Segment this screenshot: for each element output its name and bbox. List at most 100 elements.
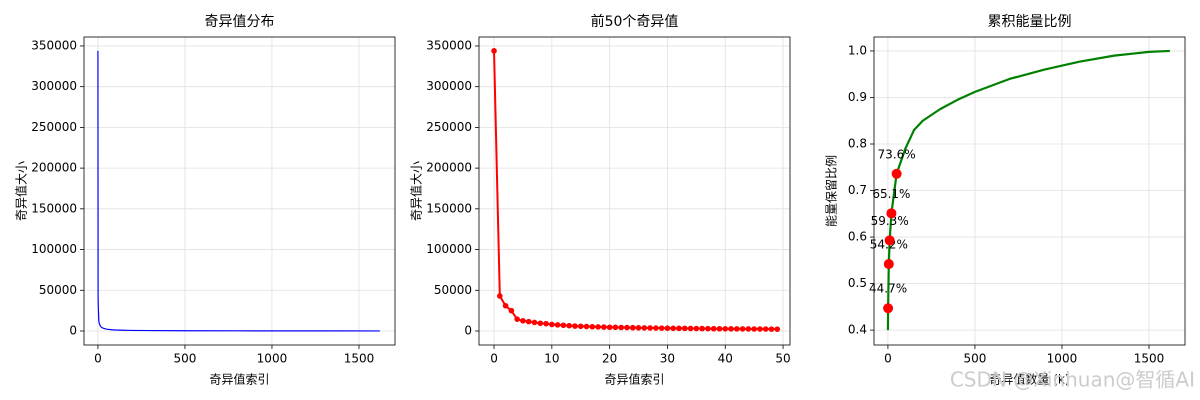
data-point — [618, 324, 625, 331]
highlight-point — [883, 259, 894, 270]
data-point — [491, 48, 497, 54]
highlight-point — [883, 303, 894, 314]
data-point — [572, 323, 578, 329]
x-tick-label: 1500 — [1134, 352, 1165, 366]
data-point — [710, 325, 717, 332]
data-label: 44.7% — [869, 282, 907, 296]
data-point — [514, 316, 520, 322]
data-point — [629, 324, 636, 331]
data-point — [670, 325, 677, 332]
y-tick-label: 0.8 — [848, 137, 867, 151]
y-tick-label: 100000 — [31, 242, 77, 256]
y-tick-label: 200000 — [31, 161, 77, 175]
x-tick-label: 30 — [660, 352, 675, 366]
y-axis-label: 能量保留比例 — [825, 155, 839, 227]
data-point — [502, 302, 509, 309]
x-tick-label: 500 — [963, 352, 986, 366]
data-point — [508, 307, 515, 314]
data-point — [751, 326, 757, 332]
highlight-point — [886, 208, 897, 219]
data-point — [768, 326, 775, 332]
x-tick-label: 0 — [884, 352, 892, 366]
x-tick-label: 20 — [602, 352, 617, 366]
data-point — [762, 326, 769, 332]
axes-frame — [83, 36, 396, 346]
data-point — [606, 324, 613, 331]
plot: 0500100015000.40.50.60.70.80.91.044.7%54… — [825, 14, 1186, 387]
data-point — [583, 323, 590, 330]
data-point — [577, 323, 584, 330]
axes-frame — [478, 36, 791, 346]
data-point — [537, 320, 544, 327]
data-point — [497, 293, 503, 299]
y-tick-label: 0.6 — [848, 230, 867, 244]
x-axis-label: 奇异值索引 — [209, 372, 269, 387]
data-point — [566, 322, 572, 329]
data-point — [745, 326, 752, 332]
y-tick-label: 50000 — [39, 283, 77, 297]
data-point — [531, 319, 538, 326]
data-point — [664, 325, 671, 332]
x-tick-label: 10 — [544, 352, 559, 366]
x-axis-label: 奇异值数量 (k) — [989, 372, 1069, 387]
y-tick-label: 50000 — [434, 283, 472, 297]
y-tick-label: 0.9 — [848, 90, 867, 104]
y-tick-label: 1.0 — [848, 43, 867, 57]
data-point — [624, 324, 630, 331]
x-tick-label: 1500 — [344, 352, 375, 366]
y-tick-label: 300000 — [31, 79, 77, 93]
y-tick-label: 0.5 — [848, 276, 867, 290]
y-tick-label: 0 — [69, 323, 77, 337]
data-point — [641, 325, 648, 331]
data-point — [716, 325, 723, 332]
data-point — [635, 325, 642, 331]
highlight-point — [891, 168, 902, 179]
x-tick-label: 500 — [173, 352, 196, 366]
data-point — [722, 325, 729, 332]
data-point — [601, 324, 607, 330]
y-tick-label: 0 — [464, 323, 472, 337]
y-tick-label: 150000 — [31, 201, 77, 215]
y-tick-label: 300000 — [426, 79, 472, 93]
data-point — [647, 325, 653, 331]
x-tick-label: 40 — [718, 352, 733, 366]
chart-title: 奇异值分布 — [205, 13, 275, 30]
data-line — [97, 50, 380, 332]
data-point — [705, 325, 711, 332]
x-tick-label: 0 — [94, 352, 102, 366]
y-axis-label: 奇异值大小 — [409, 161, 424, 221]
y-tick-label: 350000 — [426, 38, 472, 52]
chart-title: 累积能量比例 — [988, 14, 1072, 30]
plot: 0 10 20 30 40 50 0 50000 100000 150000 200000 25000… — [409, 13, 791, 387]
y-tick-label: 350000 — [31, 38, 77, 52]
data-point — [554, 322, 561, 328]
y-tick-label: 0.4 — [848, 323, 867, 337]
data-point — [560, 322, 567, 329]
y-tick-label: 0.7 — [848, 183, 867, 197]
data-point — [734, 326, 740, 332]
data-label: 59.3% — [871, 214, 909, 228]
data-point — [681, 325, 688, 332]
data-point — [699, 325, 705, 332]
y-tick-label: 250000 — [31, 120, 77, 134]
x-tick-label: 50 — [775, 352, 790, 366]
data-point — [774, 326, 781, 332]
data-point — [658, 325, 665, 331]
data-line — [493, 50, 778, 331]
x-axis-label: 奇异值索引 — [604, 372, 664, 387]
data-point — [693, 325, 700, 332]
x-tick-label: 1000 — [1047, 352, 1078, 366]
data-label: 73.6% — [878, 147, 916, 161]
data-point — [687, 325, 694, 332]
data-point — [549, 321, 555, 328]
y-tick-label: 200000 — [426, 161, 472, 175]
y-tick-label: 250000 — [426, 120, 472, 134]
data-point — [520, 318, 526, 324]
data-point — [757, 326, 763, 332]
x-tick-label: 0 — [490, 352, 498, 366]
data-point — [525, 318, 532, 325]
data-point — [612, 324, 619, 331]
plot: 0 500 1000 1500 0 50000 100000 150000 200000 2500… — [14, 13, 396, 387]
watermark: CSDN @Xinhuan@智循AI — [950, 368, 1195, 392]
